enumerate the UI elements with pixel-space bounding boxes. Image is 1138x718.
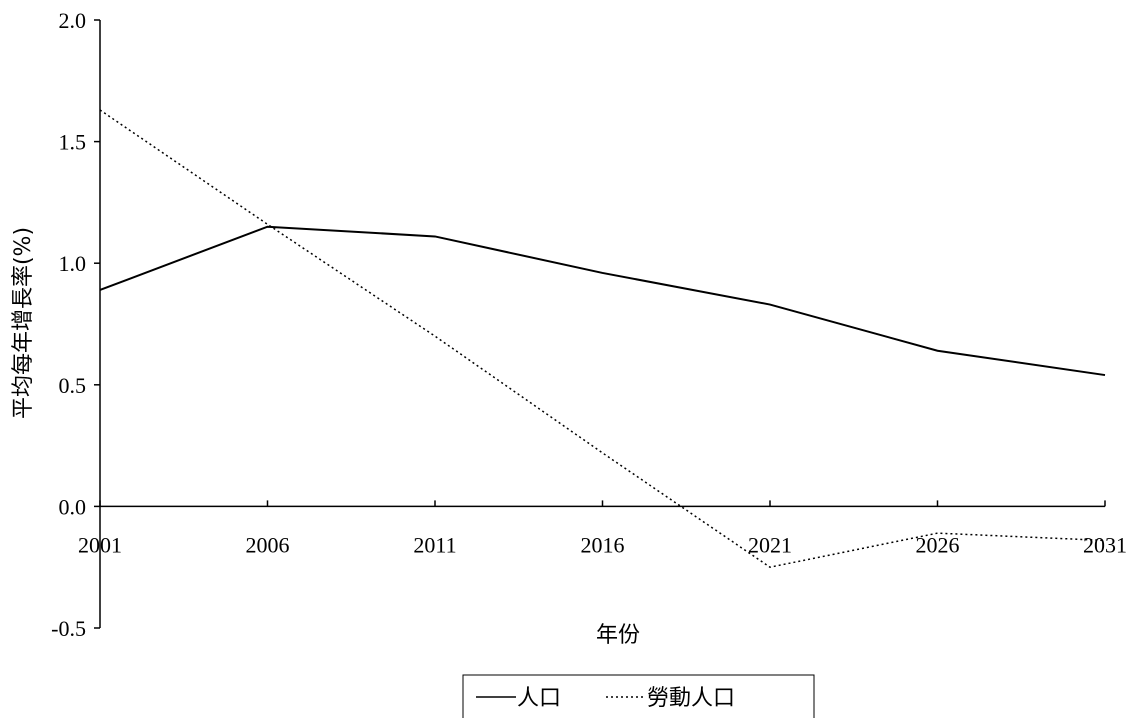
y-tick-label: 2.0	[59, 8, 87, 33]
x-tick-label: 2006	[246, 532, 290, 557]
y-axis-title: 平均每年增長率(%)	[11, 227, 36, 419]
y-tick-label: -0.5	[51, 616, 86, 641]
axes: -0.5 0.0 0.5 1.0 1.5 2.0 2001 2006 2011 2016 2021…	[51, 8, 1127, 641]
y-tick-label: 1.0	[59, 251, 87, 276]
series-line-population	[99, 225, 1106, 377]
x-tick-label: 2011	[413, 532, 456, 557]
y-ticks: -0.5 0.0 0.5 1.0 1.5 2.0	[51, 8, 100, 641]
legend-label-population: 人口	[517, 686, 561, 711]
y-tick-label: 0.0	[59, 494, 87, 519]
series-line-labour-force	[99, 109, 1106, 568]
legend-label-labour-force: 勞動人口	[647, 686, 735, 711]
x-axis-title: 年份	[596, 623, 640, 648]
x-ticks: 2001 2006 2011 2016 2021 2026 2031	[78, 500, 1127, 557]
legend: 人口 勞動人口	[462, 674, 815, 718]
y-tick-label: 0.5	[59, 373, 87, 398]
x-tick-label: 2001	[78, 532, 122, 557]
x-tick-label: 2031	[1083, 532, 1127, 557]
y-tick-label: 1.5	[59, 130, 87, 155]
series-layer	[99, 109, 1106, 568]
x-tick-label: 2016	[581, 532, 625, 557]
legend-box	[462, 674, 815, 718]
x-tick-label: 2026	[916, 532, 960, 557]
x-tick-label: 2021	[748, 532, 792, 557]
